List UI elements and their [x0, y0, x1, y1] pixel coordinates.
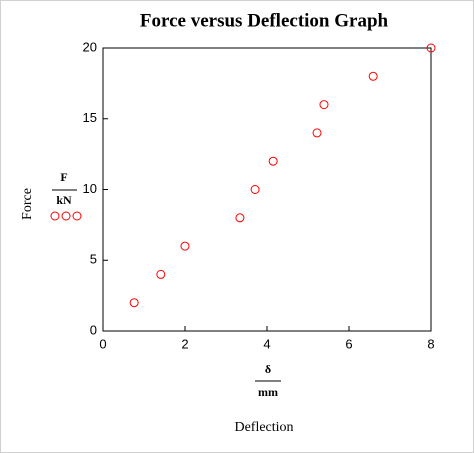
x-axis-label: Deflection: [234, 420, 293, 435]
y-unit-numerator: F: [60, 170, 67, 184]
legend-marker: [50, 211, 60, 221]
legend-marker: [72, 211, 82, 221]
data-point: [129, 298, 139, 308]
x-tick-label: 8: [427, 336, 434, 351]
y-axis-label: Force: [20, 188, 35, 220]
legend-marker: [61, 211, 71, 221]
legend-symbols: [50, 211, 82, 221]
chart-title: Force versus Deflection Graph: [140, 10, 389, 31]
data-point: [268, 156, 278, 166]
y-tick-label: 10: [83, 181, 97, 196]
data-point: [319, 100, 329, 110]
y-tick-label: 5: [90, 252, 97, 267]
x-tick-label: 0: [99, 336, 106, 351]
x-tick-label: 4: [263, 336, 270, 351]
data-point: [250, 185, 260, 194]
y-unit-denominator: kN: [56, 193, 72, 207]
data-point: [180, 241, 190, 251]
data-point: [312, 128, 322, 138]
data-point: [368, 71, 378, 81]
y-tick-label: 20: [83, 39, 97, 54]
y-tick-label: 0: [90, 322, 97, 337]
x-tick-label: 6: [345, 336, 352, 351]
data-point: [156, 269, 166, 279]
y-tick-label: 15: [83, 110, 97, 125]
data-point: [426, 43, 436, 53]
data-point: [235, 213, 245, 223]
x-unit-numerator: δ: [265, 362, 271, 376]
x-unit-denominator: mm: [258, 385, 278, 399]
x-tick-label: 2: [181, 336, 188, 351]
